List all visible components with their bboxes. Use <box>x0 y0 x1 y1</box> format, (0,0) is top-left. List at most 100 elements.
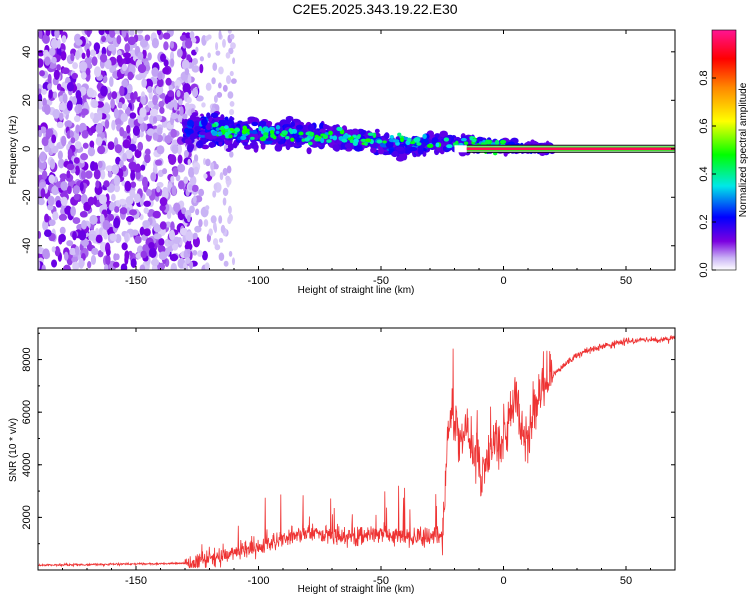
noise-blob <box>42 220 49 231</box>
signal-blob <box>322 123 328 129</box>
noise-blob <box>66 240 74 247</box>
noise-blob <box>100 169 106 180</box>
y-tick-label: -40 <box>21 238 33 254</box>
signal-blob <box>197 140 203 147</box>
noise-blob <box>162 67 170 75</box>
signal-blob <box>205 122 212 131</box>
noise-blob <box>70 53 75 62</box>
x-tick-label: -150 <box>125 275 147 287</box>
noise-blob <box>192 87 199 98</box>
noise-blob <box>142 244 149 252</box>
signal-blob <box>201 118 208 127</box>
noise-blob <box>111 119 116 131</box>
noise-blob <box>47 83 52 91</box>
noise-blob <box>41 170 48 180</box>
signal-hotspot <box>360 138 367 142</box>
noise-blob <box>113 175 121 187</box>
noise-blob <box>218 82 222 89</box>
signal-hotspot <box>494 139 500 145</box>
noise-blob <box>150 258 160 267</box>
noise-blob <box>139 264 146 270</box>
noise-blob <box>170 128 177 138</box>
noise-blob <box>153 233 162 240</box>
signal-hotspot <box>413 137 420 142</box>
noise-blob <box>109 76 114 88</box>
noise-blob <box>62 93 68 104</box>
noise-blob <box>54 30 60 39</box>
x-tick-label: -100 <box>247 575 269 587</box>
noise-blob <box>199 56 204 62</box>
noise-blob <box>226 165 232 174</box>
noise-blob <box>143 200 151 207</box>
noise-blob <box>134 235 142 244</box>
noise-blob <box>229 70 234 77</box>
noise-blob <box>195 208 200 216</box>
snr-plot <box>38 335 675 569</box>
noise-blob <box>113 217 121 229</box>
noise-blob <box>183 176 189 184</box>
noise-blob <box>173 99 178 111</box>
noise-blob <box>105 248 111 256</box>
signal-blob <box>384 132 390 140</box>
signal-blob <box>187 119 194 127</box>
noise-blob <box>81 52 86 60</box>
noise-blob <box>59 112 64 121</box>
noise-blob <box>130 92 135 101</box>
snr-xlabel: Height of straight line (km) <box>298 584 415 595</box>
noise-blob <box>140 250 147 259</box>
noise-blob <box>121 79 129 88</box>
noise-blob <box>99 53 108 63</box>
signal-hotspot <box>463 141 469 146</box>
noise-blob <box>155 159 163 166</box>
noise-blob <box>152 132 159 141</box>
noise-blob <box>124 232 129 244</box>
noise-blob <box>176 143 182 155</box>
x-tick-label: 0 <box>500 275 506 287</box>
noise-blob <box>218 66 224 75</box>
noise-blob <box>218 237 224 243</box>
noise-blob <box>38 246 42 253</box>
signal-blob <box>253 144 259 150</box>
noise-blob <box>189 31 195 39</box>
noise-blob <box>80 152 89 161</box>
noise-blob <box>81 220 87 230</box>
signal-hotspot <box>241 129 247 135</box>
noise-blob <box>205 82 212 91</box>
noise-blob <box>126 83 133 94</box>
noise-blob <box>184 68 190 76</box>
colorbar-gradient <box>711 29 737 271</box>
noise-blob <box>116 50 122 57</box>
signal-hotspot <box>211 123 217 128</box>
signal-blob <box>208 141 216 148</box>
noise-blob <box>201 250 208 261</box>
noise-blob <box>42 248 50 260</box>
noise-blob <box>205 158 211 167</box>
noise-blob <box>155 85 164 95</box>
noise-blob <box>170 112 179 120</box>
signal-hotspot <box>422 133 427 139</box>
noise-blob <box>186 96 192 104</box>
x-tick-label: 50 <box>620 575 632 587</box>
signal-hotspot <box>320 137 325 144</box>
noise-blob <box>211 77 216 85</box>
noise-blob <box>66 82 75 92</box>
noise-blob <box>227 91 234 99</box>
noise-blob <box>166 211 172 220</box>
noise-blob <box>141 176 148 188</box>
noise-blob <box>79 86 87 96</box>
noise-blob <box>188 184 193 191</box>
noise-blob <box>198 219 203 228</box>
signal-hotspot <box>288 128 293 133</box>
noise-blob <box>108 213 115 221</box>
noise-blob <box>43 229 52 237</box>
noise-blob <box>69 130 74 138</box>
noise-blob <box>127 71 134 81</box>
noise-blob <box>49 47 56 56</box>
noise-blob <box>57 158 65 169</box>
noise-blob <box>188 166 195 178</box>
noise-blob <box>55 200 62 208</box>
noise-blob <box>185 231 194 242</box>
noise-blob <box>158 100 165 108</box>
noise-blob <box>163 41 169 51</box>
noise-blob <box>137 64 147 74</box>
